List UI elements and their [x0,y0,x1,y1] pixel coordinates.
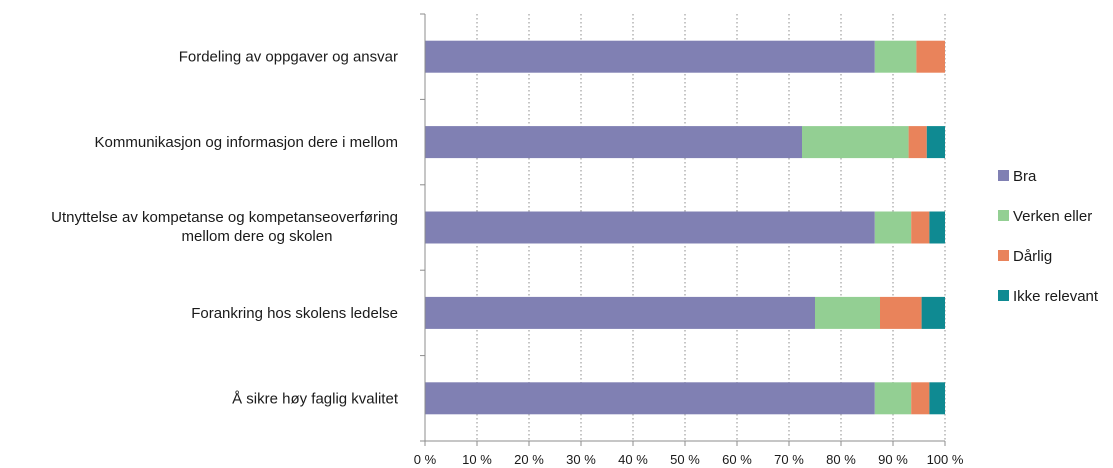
x-tick-label: 10 % [462,452,492,467]
legend-label: Ikke relevant [1013,288,1099,305]
bar-segment [916,40,945,73]
legend-label: Bra [1013,168,1037,185]
bar-segment [425,296,815,329]
legend: Bra Verken eller Dårlig Ikke relevant [998,168,1099,305]
category-labels: Fordeling av oppgaver og ansvar Kommunika… [51,49,399,408]
x-tick-label: 40 % [618,452,648,467]
legend-swatch [998,170,1009,181]
x-tick-label: 90 % [878,452,908,467]
x-tick-label: 70 % [774,452,804,467]
bar-segment [921,296,945,329]
x-tick-label: 30 % [566,452,596,467]
category-label: Å sikre høy faglig kvalitet [232,390,399,407]
axes [420,13,946,446]
x-tick-label: 50 % [670,452,700,467]
bar-segment [880,296,922,329]
legend-swatch [998,290,1009,301]
bar-segment [929,382,945,415]
category-label: Utnyttelse av kompetanse og kompetanseov… [51,209,398,245]
bar-segment [425,382,875,415]
bars [425,40,945,415]
bar-segment [874,211,912,244]
legend-swatch [998,210,1009,221]
legend-label: Verken eller [1013,208,1092,225]
bar-segment [929,211,945,244]
x-tick-labels: 0 % 10 % 20 % 30 % 40 % 50 % 60 % 70 % 80 % 90 % 1… [414,452,964,467]
bar-segment [911,211,930,244]
legend-swatch [998,250,1009,261]
category-label: Kommunikasjon og informasjon dere i mell… [95,134,398,151]
bar-segment [802,126,909,159]
bar-segment [911,382,930,415]
x-tick-label: 100 % [927,452,964,467]
bar-segment [425,126,802,159]
bar-segment [425,211,875,244]
x-tick-label: 60 % [722,452,752,467]
bar-segment [874,40,917,73]
bar-segment [815,296,880,329]
x-tick-label: 20 % [514,452,544,467]
category-label: Fordeling av oppgaver og ansvar [179,49,398,66]
bar-segment [874,382,912,415]
bar-segment [926,126,945,159]
x-tick-label: 0 % [414,452,437,467]
bar-segment [425,40,875,73]
category-label: Forankring hos skolens ledelse [191,305,398,322]
bar-segment [908,126,927,159]
x-tick-label: 80 % [826,452,856,467]
legend-label: Dårlig [1013,248,1052,265]
